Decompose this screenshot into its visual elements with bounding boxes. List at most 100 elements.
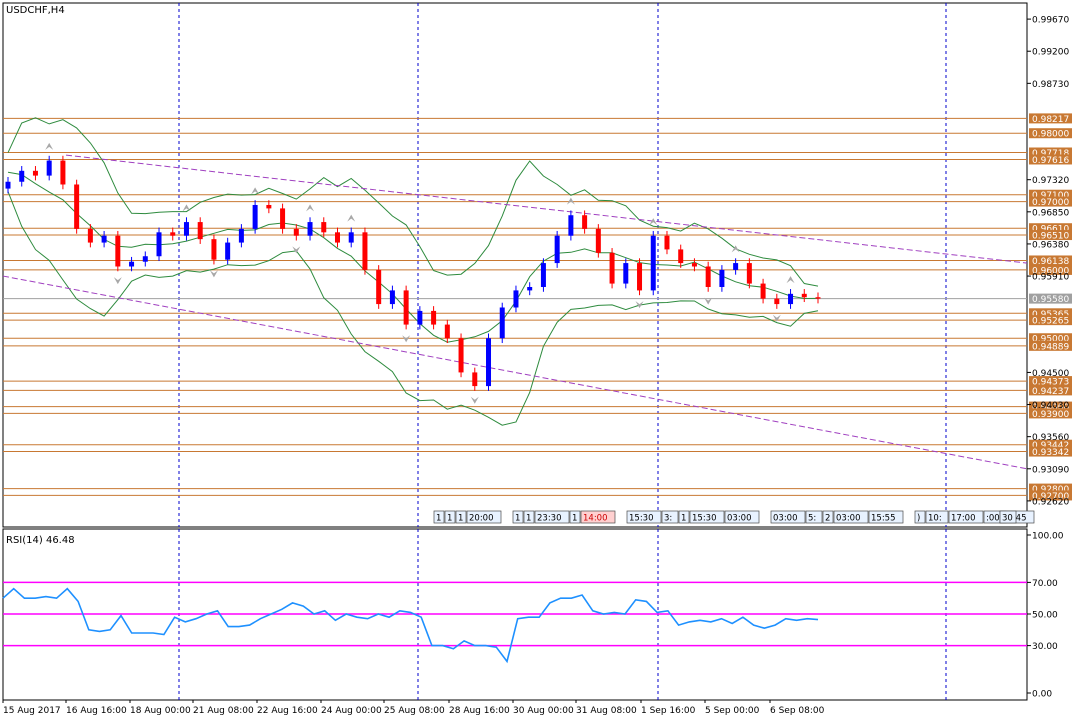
trend-line[interactable] [2,275,1028,470]
candle-body[interactable] [307,222,313,236]
candle-body[interactable] [705,266,711,287]
candle-body[interactable] [197,222,203,240]
y-tick-label: 0.93090 [1032,465,1069,475]
candle-body[interactable] [664,235,670,250]
fractal-up-marker [731,245,740,253]
level-tag [1029,189,1072,200]
candle-body[interactable] [376,269,382,305]
candle-body[interactable] [458,338,464,373]
candle-body[interactable] [540,263,546,287]
candle-body[interactable] [19,170,25,182]
candle-body[interactable] [788,293,794,305]
fractal-up-marker [347,214,356,222]
candle-body[interactable] [801,293,807,298]
candle-body[interactable] [815,297,821,299]
candle-body[interactable] [280,208,286,229]
candle-body[interactable] [183,222,189,236]
candle-body[interactable] [499,307,505,339]
candle-body[interactable] [101,235,107,243]
candle-body[interactable] [760,283,766,299]
candle-body[interactable] [554,235,560,264]
fractal-down-marker [402,335,411,343]
time-tag [569,510,581,524]
candle-body[interactable] [389,290,395,305]
y-tick-label: 0.97320 [1032,176,1069,186]
candle-body[interactable] [142,256,148,262]
level-tag-label: 0.97100 [1032,191,1069,201]
candle-body[interactable] [486,338,492,387]
level-tag-label: 0.97718 [1032,149,1069,159]
candle-body[interactable] [362,232,368,270]
candle-body[interactable] [129,261,135,267]
time-tag [626,510,662,524]
rsi-tick-label: 100.00 [1032,532,1064,542]
x-tick-label: 25 Aug 08:00 [384,706,445,716]
time-tag-label: 1 [681,514,686,524]
x-tick-label: 15 Aug 2017 [3,706,61,716]
time-tag [580,510,616,524]
candle-body[interactable] [252,204,258,229]
candle-body[interactable] [444,324,450,339]
time-tag [678,510,690,524]
candle-body[interactable] [568,215,574,236]
candle-body[interactable] [211,239,217,260]
time-tag-label: 2 [825,514,830,524]
time-tag-label: 03:00 [836,514,861,524]
candle-body[interactable] [334,232,340,243]
candle-body[interactable] [678,249,684,264]
time-tag-label: 3: [664,514,672,524]
level-tag [1029,401,1072,412]
candle-body[interactable] [293,228,299,236]
candle-body[interactable] [238,228,244,243]
level-tag-label: 0.97000 [1032,198,1069,208]
candle-body[interactable] [582,215,588,229]
fractal-down-marker [635,301,644,309]
trend-line[interactable] [65,154,1028,264]
candle-body[interactable] [733,263,739,270]
level-tag-label: 0.92800 [1032,485,1069,495]
candle-body[interactable] [527,286,533,291]
candle-body[interactable] [170,232,176,236]
candle-body[interactable] [403,290,409,325]
candle-body[interactable] [87,228,93,243]
candle-body[interactable] [60,160,66,185]
level-tag [1029,376,1072,387]
candle-body[interactable] [637,263,643,291]
candle-body[interactable] [472,372,478,387]
time-tag [444,510,456,524]
fractal-up-marker [649,218,658,226]
time-tag [822,510,834,524]
candle-body[interactable] [417,310,423,325]
candle-body[interactable] [321,222,327,233]
candle-body[interactable] [746,263,752,284]
candle-body[interactable] [74,184,80,229]
fractal-up-marker [251,187,260,195]
time-tag-label: 10: [928,514,942,524]
candle-body[interactable] [513,290,519,308]
fractal-down-marker [772,314,781,322]
candle-body[interactable] [46,160,52,176]
candle-body[interactable] [691,263,697,267]
candle-body[interactable] [5,181,11,189]
candle-body[interactable] [774,298,780,305]
candle-body[interactable] [266,204,272,209]
time-tag-label: 03:00 [727,514,752,524]
candle-body[interactable] [623,263,629,284]
candle-body[interactable] [719,269,725,287]
candle-body[interactable] [609,252,615,284]
candle-body[interactable] [431,310,437,325]
candle-body[interactable] [225,242,231,260]
candle-body[interactable] [650,235,656,291]
candle-body[interactable] [595,228,601,253]
fractal-up-marker [306,204,315,212]
fractal-up-marker [182,204,191,212]
candle-body[interactable] [32,170,38,176]
candle-body[interactable] [115,235,121,267]
level-tag-label: 0.96138 [1032,257,1069,267]
rsi-line[interactable] [2,587,819,664]
candle-body[interactable] [348,232,354,243]
candle-body[interactable] [156,232,162,257]
time-tag [466,510,502,524]
